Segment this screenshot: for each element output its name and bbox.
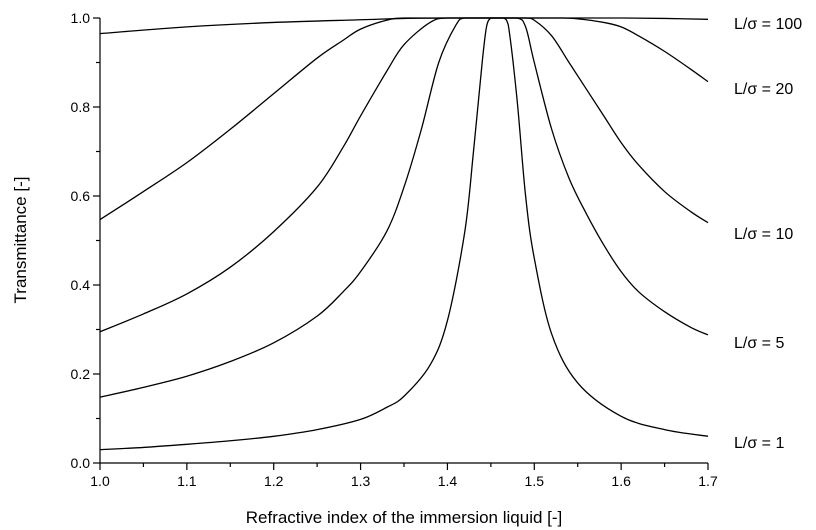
x-tick-label: 1.3 [351,473,371,489]
x-tick-label: 1.1 [177,473,197,489]
x-tick-label: 1.2 [264,473,284,489]
tick-labels: 1.0 1.1 1.2 1.3 1.4 1.5 1.6 1.7 0.0 0.2 0.4 0.6 0.8 1… [71,10,718,489]
y-axis-title: Transmittance [-] [11,177,30,304]
series-line-3 [99,17,709,333]
x-tick-label: 1.5 [525,473,545,489]
y-tick-label: 0.8 [71,99,91,115]
series-label-3: L/σ = 10 [734,226,793,243]
y-tick-label: 0.0 [71,455,91,471]
x-axis-title: Refractive index of the immersion liquid… [246,508,563,527]
x-tick-label: 1.0 [90,473,110,489]
series-label-4: L/σ = 5 [734,335,784,352]
series-line-4 [99,17,709,398]
y-tick-label: 0.6 [71,188,91,204]
series-label-1: L/σ = 100 [734,16,802,33]
y-tick-label: 1.0 [71,10,91,26]
series-label-2: L/σ = 20 [734,81,793,98]
curves [99,17,709,451]
x-tick-label: 1.7 [698,473,718,489]
series-labels: L/σ = 100 L/σ = 20 L/σ = 10 L/σ = 5 L/σ = 1 [734,16,802,452]
x-tick-label: 1.6 [611,473,631,489]
series-line-5 [99,17,709,451]
ticks [93,17,709,470]
x-tick-label: 1.4 [438,473,458,489]
y-tick-label: 0.4 [71,277,91,293]
y-tick-label: 0.2 [71,366,91,382]
series-label-5: L/σ = 1 [734,435,784,452]
series-line-2 [99,17,709,221]
